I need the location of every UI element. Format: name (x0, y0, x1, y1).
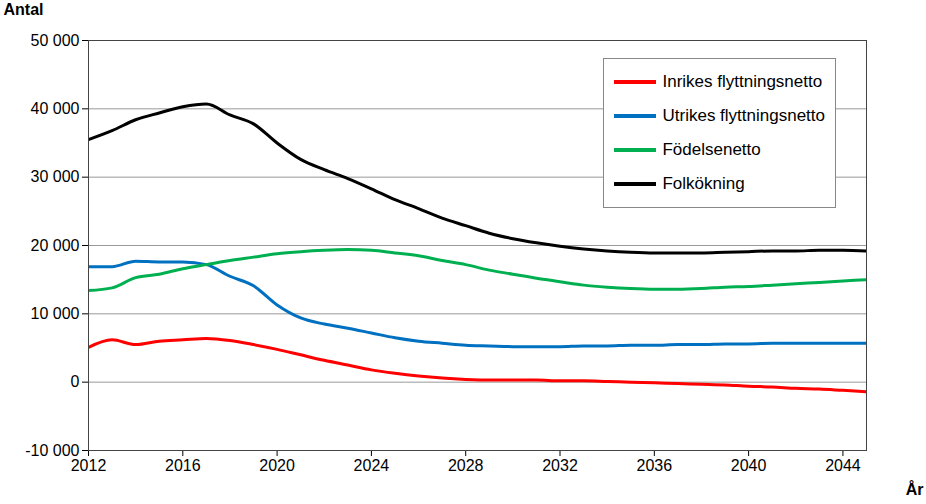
svg-text:30 000: 30 000 (31, 168, 80, 185)
svg-text:Antal: Antal (4, 1, 44, 18)
svg-text:10 000: 10 000 (31, 305, 80, 322)
html-text:Inrikes flyttningsnetto: Inrikes flyttningsnetto (662, 72, 823, 91)
svg-text:0: 0 (71, 373, 80, 390)
html-text:Födelsenetto: Födelsenetto (662, 140, 761, 159)
svg-text:-10 000: -10 000 (25, 441, 80, 459)
svg-text:20 000: 20 000 (31, 237, 80, 254)
svg-text:2024: 2024 (354, 457, 390, 474)
svg-text:2040: 2040 (731, 457, 767, 474)
svg-text:40 000: 40 000 (31, 100, 80, 117)
svg-text:50 000: 50 000 (31, 32, 80, 49)
svg-text:2044: 2044 (825, 457, 861, 474)
svg-text:2012: 2012 (71, 457, 107, 474)
html-text:Utrikes flyttningsnetto: Utrikes flyttningsnetto (662, 106, 825, 125)
svg-text:År: År (906, 480, 924, 498)
svg-text:2032: 2032 (542, 457, 578, 474)
svg-text:2028: 2028 (448, 457, 484, 474)
svg-text:2016: 2016 (165, 457, 201, 474)
html-text:Folkökning: Folkökning (662, 174, 745, 193)
svg-text:2036: 2036 (637, 457, 673, 474)
svg-text:2020: 2020 (259, 457, 295, 474)
